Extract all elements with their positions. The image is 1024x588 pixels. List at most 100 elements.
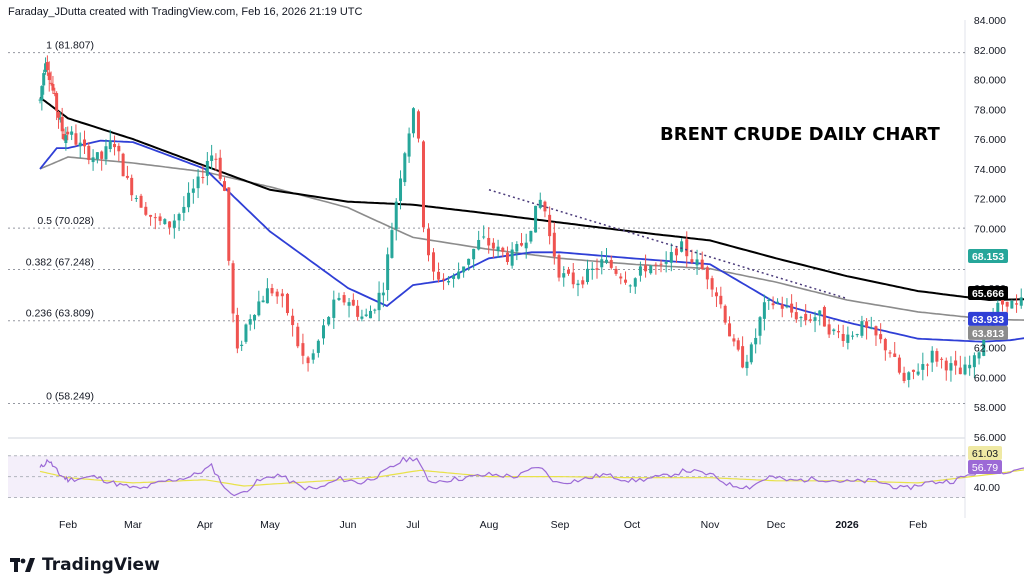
time-tick-label: Sep xyxy=(551,519,570,531)
candle-body xyxy=(210,155,214,161)
candle-body xyxy=(758,317,762,336)
price-tag-bg xyxy=(968,311,1008,326)
candle-body xyxy=(562,273,566,278)
footer: TradingView xyxy=(10,553,160,577)
candle xyxy=(196,168,200,199)
candle-body xyxy=(996,302,1000,317)
candle-body xyxy=(897,357,901,373)
candle-body xyxy=(70,131,74,135)
candle-body xyxy=(130,177,134,196)
candle xyxy=(619,273,623,285)
price-tick-label: 58.000 xyxy=(974,402,1006,414)
candle xyxy=(754,328,758,354)
time-tick-label: Oct xyxy=(624,519,640,531)
candle-body xyxy=(659,263,663,265)
candle xyxy=(130,174,134,202)
rsi-line xyxy=(39,456,1024,497)
candle-body xyxy=(306,357,310,364)
candle-body xyxy=(883,339,887,351)
fib-label: 0 (58.249) xyxy=(46,391,94,403)
candle-body xyxy=(916,371,920,375)
candle xyxy=(680,238,684,253)
candle-body xyxy=(364,314,368,316)
candle xyxy=(187,182,191,213)
candle xyxy=(576,279,580,297)
candle xyxy=(316,339,320,358)
candle xyxy=(1010,299,1014,309)
candle xyxy=(91,149,95,171)
candle-body xyxy=(538,199,542,208)
candle-body xyxy=(638,266,642,276)
candle xyxy=(270,283,274,297)
candle xyxy=(360,309,364,322)
candle-body xyxy=(403,153,407,183)
candle-body xyxy=(543,201,547,212)
candle-body xyxy=(695,259,699,266)
candle xyxy=(56,110,60,129)
candle xyxy=(55,91,59,121)
candle-body xyxy=(201,176,205,178)
candle xyxy=(275,288,279,304)
candle xyxy=(855,333,859,338)
candle-body xyxy=(571,272,575,285)
candle-body xyxy=(265,288,269,304)
candle xyxy=(954,350,958,375)
candle-body xyxy=(322,325,326,339)
candle xyxy=(883,337,887,361)
candle-body xyxy=(949,363,953,371)
candle-body xyxy=(482,236,486,238)
candle-body xyxy=(600,259,604,268)
candle-body xyxy=(714,292,718,297)
candle-body xyxy=(790,303,794,313)
candle-body xyxy=(874,326,878,336)
candle xyxy=(356,300,360,321)
candle xyxy=(53,87,57,97)
candle xyxy=(149,214,153,226)
candle xyxy=(373,308,377,314)
candle xyxy=(700,251,704,271)
candle-body xyxy=(134,197,138,199)
price-tag: 68.153 xyxy=(968,249,1008,264)
tradingview-logo[interactable]: TradingView xyxy=(10,555,160,575)
candle xyxy=(780,296,784,318)
candle-body xyxy=(235,314,239,349)
price-tick-label: 84.000 xyxy=(974,15,1006,27)
candle-body xyxy=(496,246,500,251)
time-axis: Feb Mar Apr May Jun Jul Aug Sep Oct Nov Dec 2026 Feb xyxy=(59,519,927,531)
candle xyxy=(893,342,897,358)
candle xyxy=(566,266,570,276)
candle-body xyxy=(534,205,538,233)
candle-body xyxy=(113,143,117,148)
candle-body xyxy=(66,131,70,135)
candle-body xyxy=(879,334,883,340)
candles xyxy=(38,55,1023,388)
candle xyxy=(705,265,709,290)
candle xyxy=(902,366,906,384)
candle-body xyxy=(49,82,53,84)
candle-body xyxy=(780,304,784,309)
candle xyxy=(427,223,431,262)
candle xyxy=(659,259,663,273)
candle xyxy=(47,61,51,92)
candle xyxy=(66,126,70,141)
price-tick-label: 76.000 xyxy=(974,134,1006,146)
candle xyxy=(501,246,505,258)
candle-body xyxy=(776,301,780,303)
candle xyxy=(472,248,476,269)
candle xyxy=(949,356,953,382)
candle-body xyxy=(437,271,441,280)
candle-body xyxy=(855,334,859,336)
price-tick-label: 80.000 xyxy=(974,75,1006,87)
candle-body xyxy=(205,160,209,176)
candle-body xyxy=(399,178,403,201)
price-tag-label: 63.933 xyxy=(972,314,1004,326)
candle xyxy=(248,314,252,331)
candle-body xyxy=(153,217,157,219)
candle xyxy=(926,363,930,377)
candle xyxy=(968,355,972,376)
price-tick-label: 62.000 xyxy=(974,343,1006,355)
candle-body xyxy=(38,99,42,101)
candle xyxy=(51,75,55,94)
candle xyxy=(172,214,176,239)
